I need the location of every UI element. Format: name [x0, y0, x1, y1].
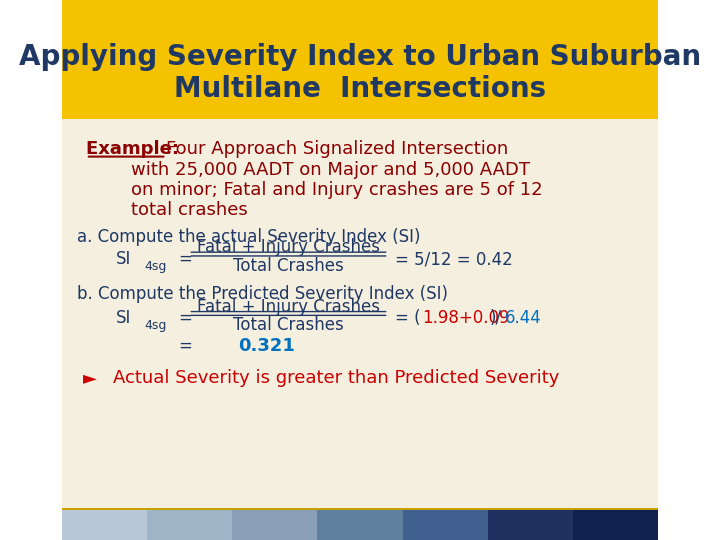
- Text: ►: ►: [83, 369, 96, 387]
- Text: 6.44: 6.44: [505, 308, 541, 327]
- Text: b. Compute the Predicted Severity Index (SI): b. Compute the Predicted Severity Index …: [77, 285, 448, 303]
- Text: Applying Severity Index to Urban Suburban: Applying Severity Index to Urban Suburba…: [19, 43, 701, 71]
- Text: =: =: [179, 308, 192, 327]
- Text: 1.98+0.09: 1.98+0.09: [422, 308, 510, 327]
- Text: a. Compute the actual Severity Index (SI): a. Compute the actual Severity Index (SI…: [77, 227, 420, 246]
- Text: with 25,000 AADT on Major and 5,000 AADT: with 25,000 AADT on Major and 5,000 AADT: [130, 161, 530, 179]
- Text: Fatal + Injury Crashes: Fatal + Injury Crashes: [197, 238, 380, 256]
- Text: SI: SI: [116, 250, 131, 268]
- Text: Actual Severity is greater than Predicted Severity: Actual Severity is greater than Predicte…: [113, 369, 559, 387]
- Text: =: =: [179, 336, 192, 355]
- Bar: [147, 508, 233, 540]
- FancyBboxPatch shape: [62, 119, 658, 508]
- Text: 0.321: 0.321: [238, 336, 294, 355]
- Text: Four Approach Signalized Intersection: Four Approach Signalized Intersection: [166, 139, 508, 158]
- Bar: [233, 508, 318, 540]
- FancyBboxPatch shape: [62, 0, 658, 119]
- Bar: [402, 508, 487, 540]
- Text: = (: = (: [395, 308, 420, 327]
- Text: Total Crashes: Total Crashes: [233, 256, 344, 275]
- Text: SI: SI: [116, 308, 131, 327]
- Text: on minor; Fatal and Injury crashes are 5 of 12: on minor; Fatal and Injury crashes are 5…: [130, 181, 542, 199]
- Bar: [62, 508, 147, 540]
- Text: =: =: [179, 250, 192, 268]
- Bar: [318, 508, 402, 540]
- Text: Total Crashes: Total Crashes: [233, 316, 344, 334]
- Text: total crashes: total crashes: [130, 201, 248, 219]
- Text: Example:: Example:: [86, 139, 185, 158]
- Bar: [573, 508, 658, 540]
- Text: )/: )/: [490, 308, 502, 327]
- Text: 4sg: 4sg: [144, 319, 166, 332]
- Text: Fatal + Injury Crashes: Fatal + Injury Crashes: [197, 298, 380, 316]
- FancyBboxPatch shape: [62, 508, 658, 510]
- Text: = 5/12 = 0.42: = 5/12 = 0.42: [395, 250, 513, 268]
- Bar: [487, 508, 573, 540]
- Text: Multilane  Intersections: Multilane Intersections: [174, 75, 546, 103]
- Text: 4sg: 4sg: [144, 260, 166, 273]
